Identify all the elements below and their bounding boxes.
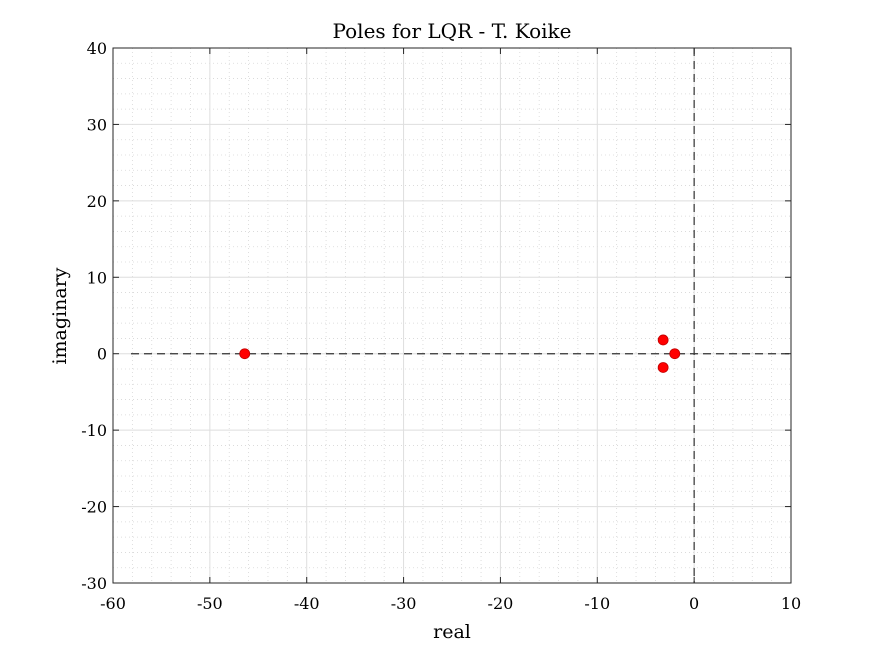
y-tick-label: -10 <box>81 421 107 440</box>
x-tick-label: 10 <box>781 594 801 613</box>
plot-frame <box>112 47 792 584</box>
pole-markers <box>239 334 681 373</box>
y-tick-label: 0 <box>97 345 107 364</box>
tick-marks <box>112 47 792 584</box>
x-tick-label: -30 <box>391 594 417 613</box>
y-axis-label: imaginary <box>49 267 71 364</box>
y-tick-label: 10 <box>87 268 107 287</box>
chart-title: Poles for LQR - T. Koike <box>332 19 571 43</box>
y-tick-label: 20 <box>87 192 107 211</box>
y-tick-label: 40 <box>87 39 107 58</box>
y-tick-label: -20 <box>81 498 107 517</box>
y-tick-label: 30 <box>87 115 107 134</box>
x-tick-labels: -60 -50 -40 -30 -20 -10 0 10 <box>100 594 801 613</box>
x-tick-label: -20 <box>488 594 514 613</box>
x-tick-label: -60 <box>100 594 126 613</box>
x-tick-label: -40 <box>294 594 320 613</box>
minor-grid <box>113 48 791 583</box>
pole-point <box>669 348 681 360</box>
major-grid <box>112 47 792 584</box>
y-tick-labels: -30 -20 -10 0 10 20 30 40 <box>81 39 107 593</box>
x-tick-label: 0 <box>689 594 699 613</box>
pole-point <box>239 348 251 360</box>
pole-point <box>657 362 669 373</box>
x-tick-label: -50 <box>197 594 223 613</box>
x-axis-label: real <box>433 621 471 643</box>
x-tick-label: -10 <box>584 594 610 613</box>
y-tick-label: -30 <box>81 574 107 593</box>
reference-lines <box>131 48 791 583</box>
pole-point <box>657 334 669 346</box>
